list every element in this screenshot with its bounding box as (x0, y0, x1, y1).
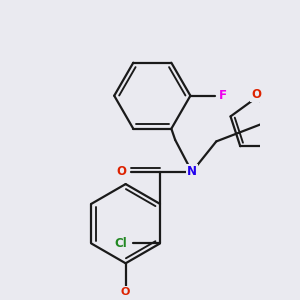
Text: O: O (116, 165, 126, 178)
Text: N: N (187, 165, 197, 178)
Text: O: O (251, 88, 261, 101)
Text: Cl: Cl (114, 237, 127, 250)
Text: O: O (121, 287, 130, 297)
Text: F: F (218, 89, 226, 102)
